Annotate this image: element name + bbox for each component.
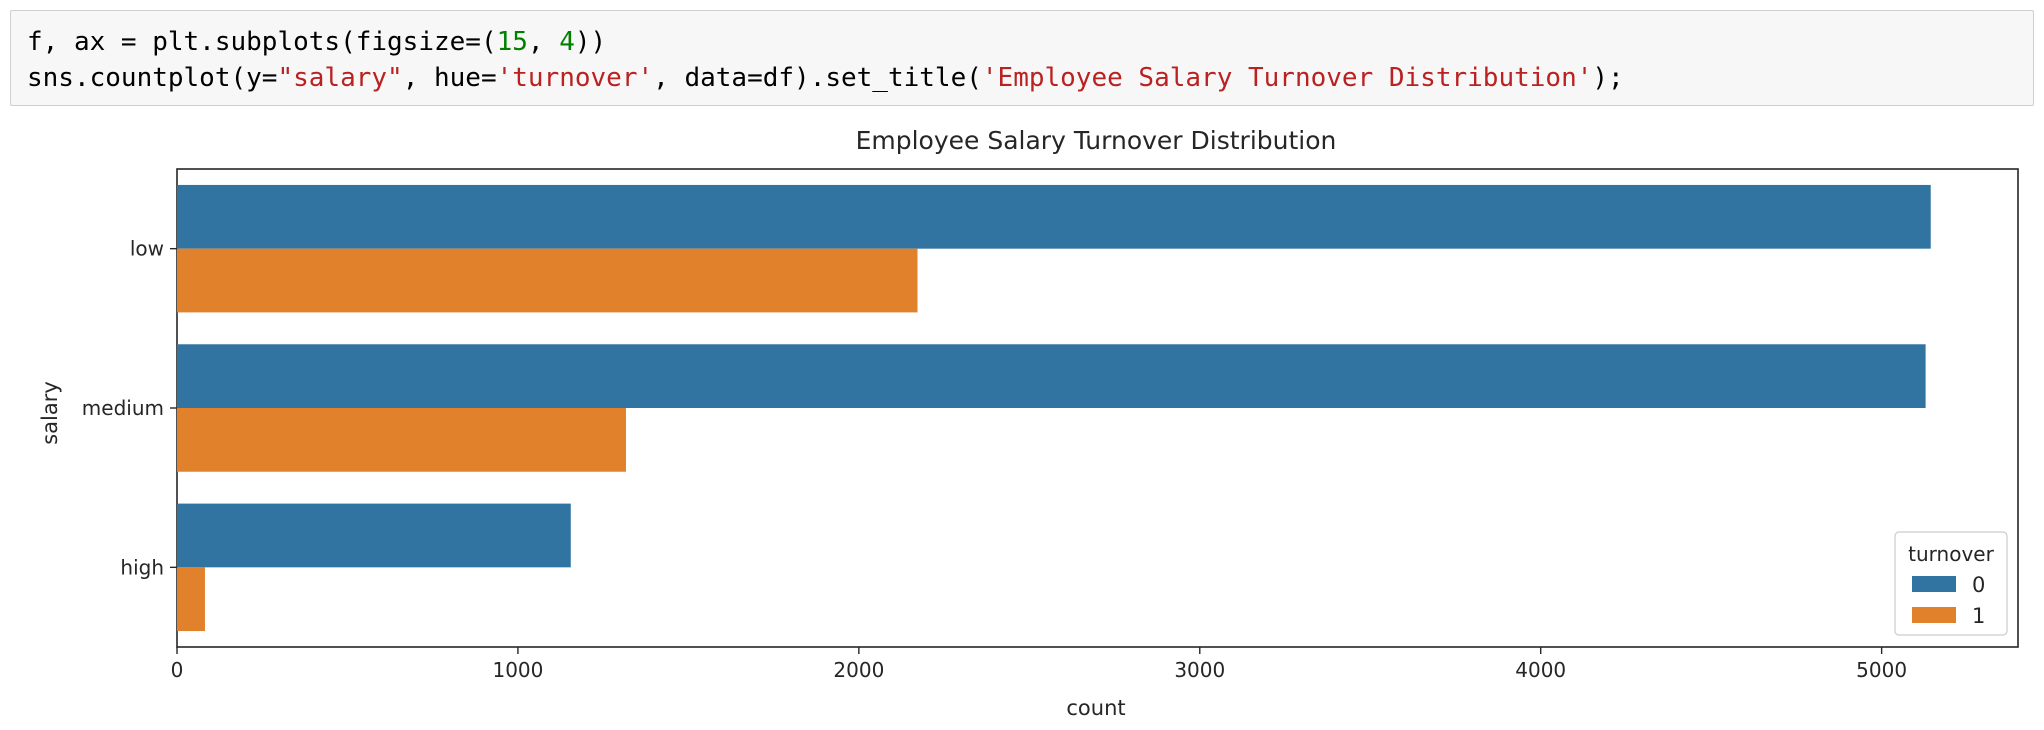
code-token: , data=df).set_title( <box>653 63 982 93</box>
x-tick-label: 4000 <box>1515 658 1566 682</box>
y-axis: low medium high <box>82 237 177 579</box>
code-token: "salary" <box>277 63 403 93</box>
code-line-2: sns.countplot(y="salary", hue='turnover'… <box>27 61 1624 95</box>
code-token: , <box>527 27 560 57</box>
code-line-1: f, ax = plt.subplots(figsize=(15, 4)) <box>27 25 606 59</box>
legend: turnover 0 1 <box>1894 531 2008 636</box>
code-token: )) <box>574 27 607 57</box>
x-tick-label: 1000 <box>492 658 543 682</box>
bar-low-turnover-1 <box>177 248 918 313</box>
code-token: , hue= <box>402 63 497 93</box>
y-tick-label: low <box>130 237 164 261</box>
cell-output: Employee Salary Turnover Distribution lo… <box>0 118 2044 726</box>
y-axis-label: salary <box>38 381 62 445</box>
legend-title: turnover <box>1908 542 1994 566</box>
bars-layer <box>177 184 1931 632</box>
bar-high-turnover-0 <box>177 503 571 568</box>
bar-low-turnover-0 <box>177 184 1931 249</box>
x-axis: 0 1000 2000 3000 4000 5000 <box>171 647 1907 682</box>
x-tick-label: 3000 <box>1174 658 1225 682</box>
bar-chart: Employee Salary Turnover Distribution lo… <box>38 126 2019 720</box>
x-tick-label: 0 <box>171 658 184 682</box>
code-token: f, ax = plt.subplots(figsize=( <box>27 27 497 57</box>
code-token: sns.countplot(y= <box>27 63 278 93</box>
legend-label-1: 1 <box>1972 604 1985 628</box>
legend-swatch-0 <box>1912 576 1956 592</box>
code-token: 'Employee Salary Turnover Distribution' <box>981 63 1593 93</box>
code-token: 15 <box>496 27 528 57</box>
code-cell[interactable]: f, ax = plt.subplots(figsize=(15, 4)) sn… <box>10 10 2034 106</box>
bar-medium-turnover-0 <box>177 344 1926 408</box>
bar-high-turnover-1 <box>177 567 205 632</box>
legend-swatch-1 <box>1912 607 1956 623</box>
y-tick-label: high <box>120 555 164 579</box>
bar-medium-turnover-1 <box>177 408 626 472</box>
code-token: 4 <box>559 27 575 57</box>
legend-label-0: 0 <box>1972 573 1985 597</box>
x-tick-label: 5000 <box>1856 658 1907 682</box>
chart-title: Employee Salary Turnover Distribution <box>856 126 1337 155</box>
code-token: 'turnover' <box>496 63 654 93</box>
code-token: ); <box>1592 63 1624 93</box>
x-axis-label: count <box>1066 696 1125 720</box>
y-tick-label: medium <box>82 396 164 420</box>
x-tick-label: 2000 <box>833 658 884 682</box>
